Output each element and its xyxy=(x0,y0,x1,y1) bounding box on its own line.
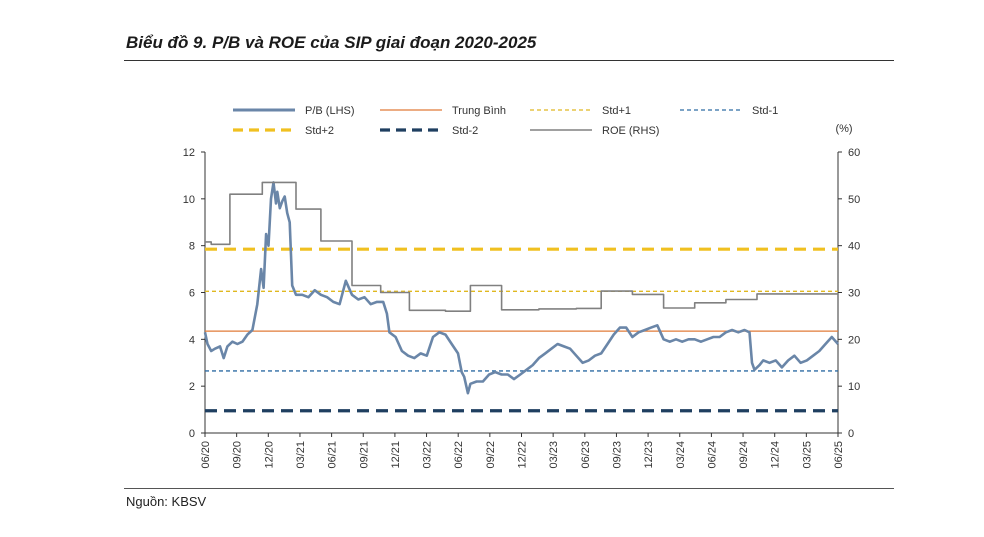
chart-title: Biểu đồ 9. P/B và ROE của SIP giai đoạn … xyxy=(126,33,537,52)
legend-label-mean: Trung Bình xyxy=(452,105,506,117)
x-tick-label: 09/24 xyxy=(738,441,750,469)
y-tick-label: 10 xyxy=(183,194,195,206)
x-tick-label: 09/21 xyxy=(358,441,370,469)
roe-series-line xyxy=(205,181,838,312)
y-tick-label: 6 xyxy=(189,288,195,300)
source-divider xyxy=(124,488,894,489)
title-divider xyxy=(124,60,894,61)
x-tick-label: 03/23 xyxy=(548,441,560,469)
y2-tick-label: 40 xyxy=(848,241,860,253)
y-tick-label: 2 xyxy=(189,381,195,393)
legend-label-std1: Std+1 xyxy=(602,105,631,117)
x-tick-label: 03/25 xyxy=(801,441,813,469)
x-tick-label: 12/22 xyxy=(517,441,529,469)
x-tick-label: 12/23 xyxy=(643,441,655,469)
legend-label-roe: ROE (RHS) xyxy=(602,125,659,137)
y-tick-label: 8 xyxy=(189,241,195,253)
y2-tick-label: 20 xyxy=(848,334,860,346)
legend-label-stdm2: Std-2 xyxy=(452,125,478,137)
source-note: Nguồn: KBSV xyxy=(126,494,207,509)
x-tick-label: 06/25 xyxy=(833,441,845,469)
x-tick-label: 12/21 xyxy=(390,441,402,469)
x-tick-label: 12/20 xyxy=(263,441,275,469)
legend-label-stdm1: Std-1 xyxy=(752,105,778,117)
y2-tick-label: 30 xyxy=(848,288,860,300)
y2-tick-label: 50 xyxy=(848,194,860,206)
y2-tick-label: 0 xyxy=(848,428,854,440)
y-tick-label: 4 xyxy=(189,334,195,346)
pb-series-line xyxy=(203,181,839,395)
x-tick-label: 06/23 xyxy=(580,441,592,469)
x-tick-label: 06/20 xyxy=(200,441,212,469)
y2-tick-label: 60 xyxy=(848,147,860,159)
x-tick-label: 09/20 xyxy=(232,441,244,469)
y-tick-label: 0 xyxy=(189,428,195,440)
x-tick-label: 03/21 xyxy=(295,441,307,469)
x-tick-label: 09/22 xyxy=(485,441,497,469)
y-tick-label: 12 xyxy=(183,147,195,159)
x-tick-label: 06/21 xyxy=(327,441,339,469)
y2-tick-label: 10 xyxy=(848,381,860,393)
x-tick-label: 06/24 xyxy=(706,441,718,469)
x-tick-label: 12/24 xyxy=(770,441,782,469)
legend-label-std2: Std+2 xyxy=(305,125,334,137)
legend-label-pb: P/B (LHS) xyxy=(305,105,355,117)
x-tick-label: 06/22 xyxy=(453,441,465,469)
x-tick-label: 03/24 xyxy=(675,441,687,469)
x-tick-label: 09/23 xyxy=(611,441,623,469)
x-tick-label: 03/22 xyxy=(422,441,434,469)
y2-unit-label: (%) xyxy=(835,123,852,135)
